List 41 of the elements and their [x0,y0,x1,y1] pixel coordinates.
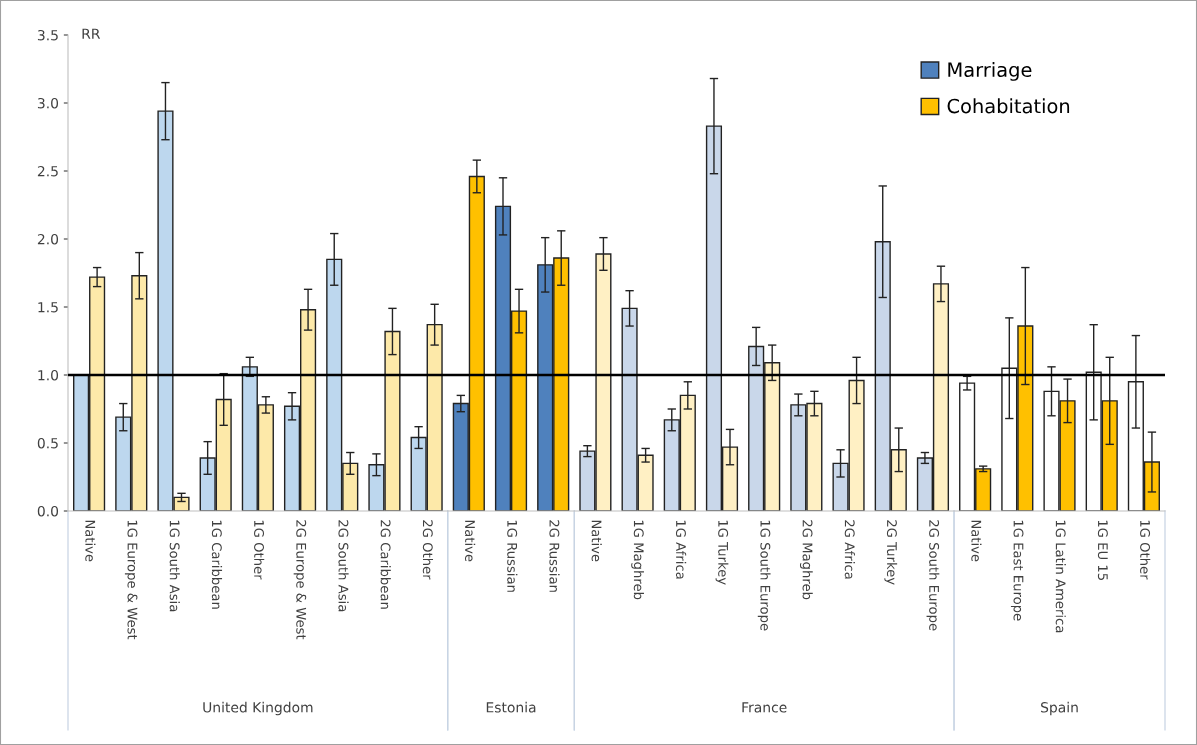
x-tick-label: 1G Other [254,520,265,580]
x-tick-label: 2G Turkey [884,520,898,585]
text: Estonia [486,701,536,713]
x-tick-label: 1G Latin America [1055,520,1066,633]
x-tick-label: 2G Europe & West [293,520,307,640]
x-tick-label: 2G South Europe [926,520,940,631]
x-tick-label: 1G Africa [675,520,687,579]
y-tick-label: 0.5 [37,437,58,449]
x-tick-label: 1G Maghreb [631,520,644,600]
x-tick-label: 2G Maghreb [799,520,813,600]
x-tick-label: Native [465,520,476,562]
x-tick-label: 1G Turkey [715,520,729,585]
x-tick-label: 1G Russian [507,520,518,592]
legend-label: Cohabitation [947,98,1070,114]
x-tick-label: 1G South Asia [169,520,180,612]
x-tick-label: Native [85,520,96,562]
x-tick-label: 1G Caribbean [211,520,223,609]
x-tick-label: 1G EU 15 [1097,520,1108,580]
x-tick-label: 2G Africa [844,520,855,579]
text: United Kingdom [203,701,313,716]
y-tick-label: 1.0 [38,369,59,381]
y-tick-label: 3.5 [37,29,58,41]
x-tick-label: 2G Russian [549,520,560,592]
x-tick-label: 1G Other [1140,520,1151,580]
x-tick-label: 2G Caribbean [380,520,391,609]
x-tick-label: 2G South Asia [338,520,349,612]
x-tick-label: 1G South Europe [757,520,771,631]
y-tick-label: 2.0 [37,233,59,245]
y-tick-label: 2.5 [37,165,58,177]
x-tick-label: Native [591,520,602,562]
y-tick-label: 0.0 [37,505,59,517]
x-tick-label: 1G Europe & West [124,520,138,640]
x-tick-label: 1G East Europe [1010,520,1024,621]
y-axis-title: RR [82,28,101,39]
legend-label: Marriage [948,62,1032,81]
x-tick-label: Native [971,520,982,562]
text: Spain [1041,701,1078,716]
y-tick-label: 3.0 [37,97,59,109]
text: France [742,702,787,713]
y-tick-label: 1.5 [38,302,58,313]
x-tick-label: 2G Other [422,520,434,580]
